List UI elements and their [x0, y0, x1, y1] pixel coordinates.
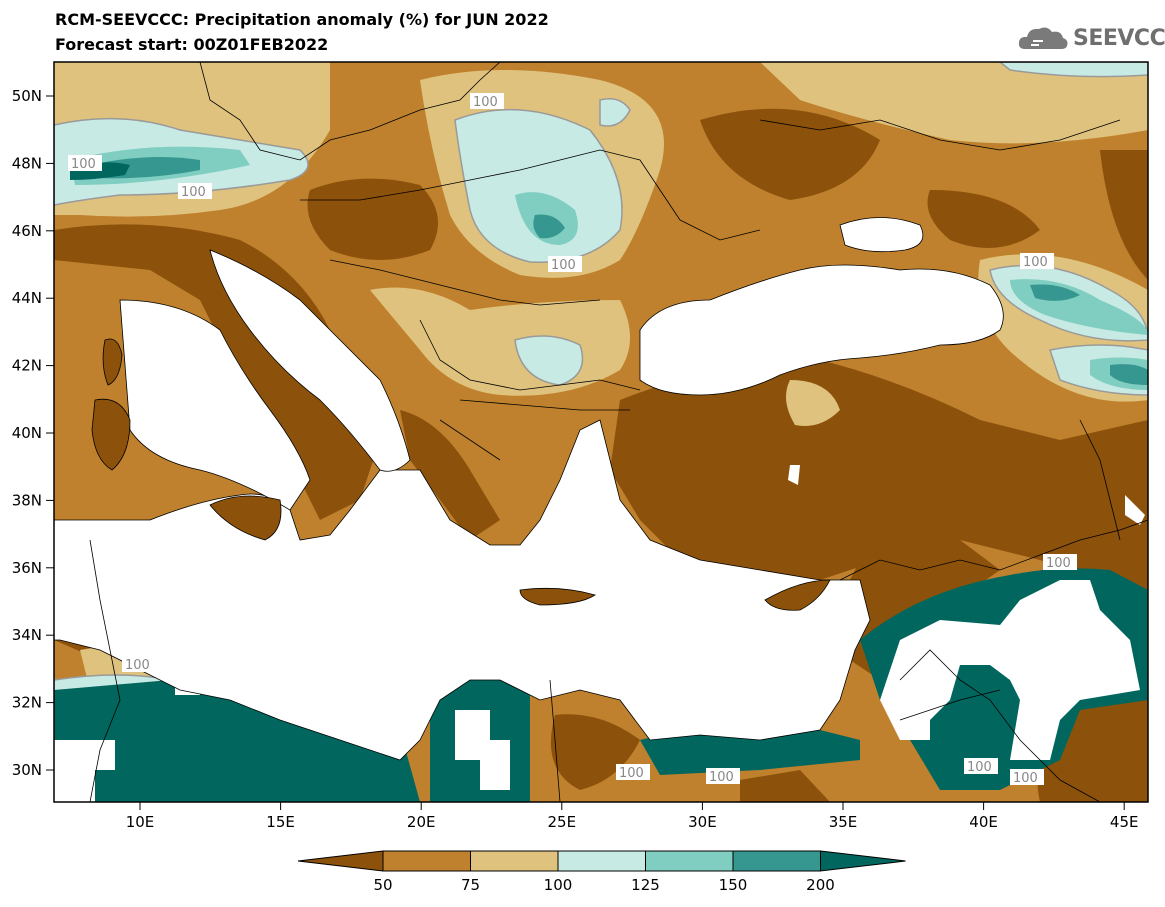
contour-label: 100 — [71, 157, 96, 172]
adriatic-sea — [209, 249, 411, 472]
colorbar-tick-label: 125 — [631, 876, 660, 894]
colorbar-tick-label: 150 — [719, 876, 748, 894]
anomaly-region-75-100 — [786, 380, 840, 426]
colorbar-segment — [382, 850, 471, 872]
tyrrhenian-sea — [119, 299, 311, 511]
colorbar-tick-label: 75 — [461, 876, 480, 894]
lon-tick-label: 15E — [266, 813, 295, 831]
anomaly-region-150-200 — [533, 214, 565, 239]
map-frame — [53, 61, 1149, 803]
country-borders — [89, 62, 1148, 802]
contour-label: 100 — [473, 95, 498, 110]
cyprus-island — [764, 579, 831, 611]
contour-label: 100 — [125, 658, 150, 673]
lat-tick-label: 40N — [12, 424, 42, 442]
contour-labels: 100 100 100 100 100 100 100 100 100 100 … — [68, 93, 1077, 786]
lat-tick-label: 44N — [12, 289, 42, 307]
colorbar-segment — [557, 850, 646, 872]
longitude-axis: 10E 15E 20E 25E 30E 35E 40E 45E — [126, 802, 1139, 831]
seevccc-logo: SEEVCCC — [1017, 22, 1165, 54]
colorbar-low-arrow — [297, 850, 384, 872]
forecast-start-label: Forecast start: 00Z01FEB2022 — [55, 35, 329, 54]
anomaly-region-low — [307, 178, 438, 260]
lat-tick-label: 42N — [12, 357, 42, 375]
black-sea — [639, 264, 1004, 396]
lon-tick-label: 45E — [1110, 813, 1139, 831]
no-data-region — [788, 465, 800, 485]
latitude-axis: 50N 48N 46N 44N 42N 40N 38N 36N 34N 32N 30N — [12, 87, 54, 779]
lon-tick-label: 40E — [969, 813, 998, 831]
colorbar-tick-label: 100 — [544, 876, 573, 894]
lat-tick-label: 50N — [12, 87, 42, 105]
colorbar-high-arrow — [820, 850, 906, 872]
anomaly-region-150-200 — [1030, 284, 1080, 301]
lon-tick-label: 35E — [829, 813, 858, 831]
anomaly-region-low — [400, 410, 500, 540]
sicily-island — [209, 495, 282, 541]
contour-label: 100 — [709, 770, 734, 785]
lon-tick-label: 10E — [126, 813, 155, 831]
colorbar-segment — [645, 850, 734, 872]
lat-tick-label: 48N — [12, 154, 42, 172]
no-data-region — [880, 580, 1140, 760]
anomaly-region-low — [1100, 150, 1148, 280]
lat-tick-label: 36N — [12, 559, 42, 577]
lat-tick-label: 34N — [12, 626, 42, 644]
anomaly-region-low — [54, 224, 380, 520]
contour-label: 100 — [1046, 556, 1071, 571]
lon-tick-label: 25E — [548, 813, 577, 831]
anomaly-region-150-200 — [1110, 364, 1148, 385]
lat-tick-label: 32N — [12, 694, 42, 712]
cloud-icon — [1018, 27, 1068, 49]
anomaly-region-100-125 — [599, 98, 631, 127]
anomaly-region-low — [927, 190, 1040, 248]
colorbar-legend: 50 75 100 125 150 200 — [297, 850, 906, 894]
colorbar-tick-label: 200 — [806, 876, 835, 894]
lon-tick-label: 20E — [407, 813, 436, 831]
contour-label: 100 — [181, 185, 206, 200]
colorbar-tick-label: 50 — [373, 876, 392, 894]
anomaly-region-low — [550, 714, 640, 790]
sea-of-azov — [839, 217, 924, 253]
anomaly-region-low — [700, 108, 880, 200]
contour-label: 100 — [1013, 771, 1038, 786]
no-data-region — [455, 710, 510, 790]
contour-label: 100 — [967, 760, 992, 775]
corsica-island — [102, 338, 123, 386]
lat-tick-label: 38N — [12, 491, 42, 509]
no-data-region — [1125, 495, 1145, 525]
sardinia-island — [91, 398, 131, 471]
lon-tick-label: 30E — [688, 813, 717, 831]
contour-label: 100 — [1023, 255, 1048, 270]
lat-tick-label: 46N — [12, 222, 42, 240]
logo-text: SEEVCCC — [1073, 25, 1165, 51]
anomaly-region-above-200 — [640, 726, 860, 775]
colorbar-segment — [470, 850, 559, 872]
no-data-region — [54, 740, 115, 802]
colorbar-segment — [732, 850, 821, 872]
contour-label: 100 — [619, 766, 644, 781]
contour-label: 100 — [551, 258, 576, 273]
lat-tick-label: 30N — [12, 761, 42, 779]
anomaly-region-low — [740, 770, 830, 802]
page-title: RCM-SEEVCCC: Precipitation anomaly (%) f… — [55, 10, 549, 29]
anomaly-region-100-125 — [514, 335, 584, 386]
anomaly-region-low — [610, 360, 1148, 600]
anomaly-region-100-125 — [454, 108, 623, 263]
crete-island — [519, 587, 596, 606]
anomaly-region-75-100 — [760, 62, 1148, 144]
